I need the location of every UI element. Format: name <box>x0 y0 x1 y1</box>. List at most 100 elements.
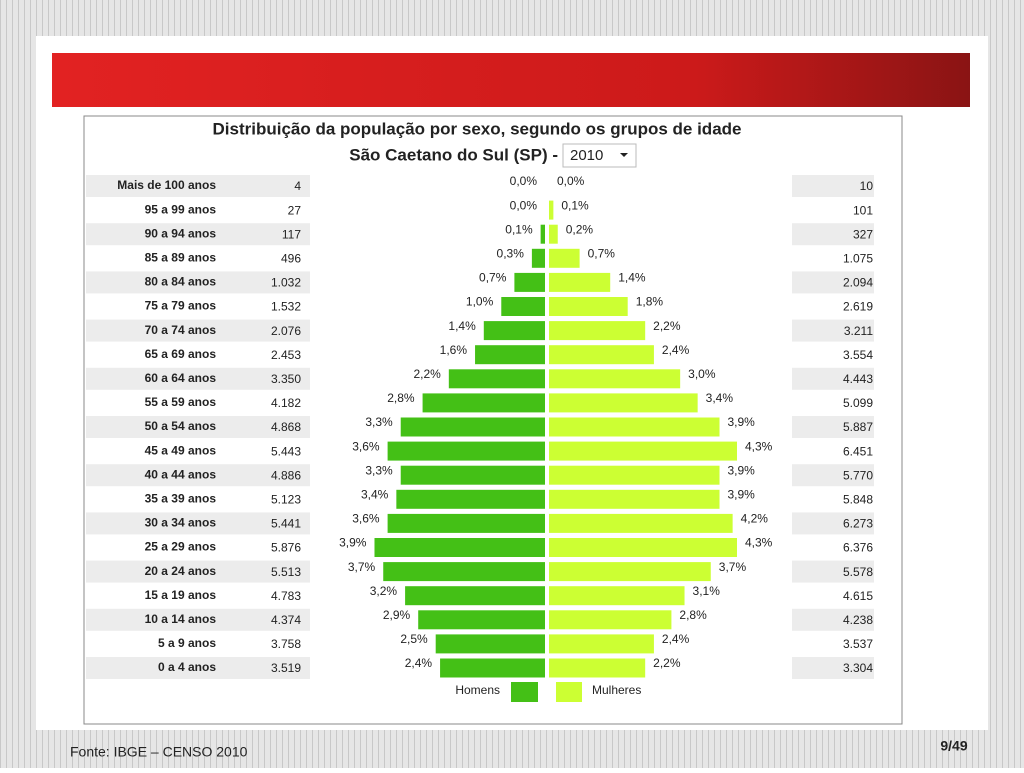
bar-women <box>549 248 580 268</box>
value-label: 1,4% <box>618 271 646 285</box>
count-label: 5.443 <box>271 444 301 458</box>
bar-men <box>475 345 545 365</box>
count-label: 496 <box>281 251 301 265</box>
bar-women <box>549 297 628 316</box>
value-label: 0,2% <box>566 222 594 236</box>
value-label: 3,2% <box>370 584 398 598</box>
bar-men <box>483 321 545 341</box>
count-label: 4.868 <box>271 420 301 434</box>
value-label: 4,3% <box>745 439 773 453</box>
year-value: 2010 <box>570 147 603 164</box>
category-label: 25 a 29 anos <box>145 540 217 554</box>
bar-women <box>549 634 654 654</box>
category-label: 90 a 94 anos <box>145 226 217 240</box>
count-label: 3.519 <box>271 661 301 675</box>
count-label: 5.513 <box>271 565 301 579</box>
legend-swatch <box>556 682 582 702</box>
bar-men <box>383 562 545 582</box>
count-label: 2.453 <box>271 348 301 362</box>
row-band <box>792 223 874 246</box>
value-label: 3,6% <box>352 512 380 526</box>
row-band <box>86 608 310 631</box>
value-label: 0,3% <box>497 246 525 260</box>
count-label: 1.075 <box>843 251 873 265</box>
bar-women <box>549 489 720 509</box>
value-label: 0,7% <box>588 246 616 260</box>
bar-men <box>435 634 545 654</box>
source: Fonte: IBGE – CENSO 2010 <box>70 744 248 760</box>
count-label: 5.887 <box>843 420 873 434</box>
count-label: 4.886 <box>271 468 301 482</box>
count-label: 5.848 <box>843 492 873 506</box>
bar-men <box>405 586 545 606</box>
row-band <box>792 512 874 535</box>
legend-label: Mulheres <box>592 683 641 697</box>
bar-women <box>549 345 654 365</box>
bar-women <box>549 562 711 582</box>
chart-subtitle: São Caetano do Sul (SP) - <box>349 145 558 164</box>
value-label: 0,7% <box>479 271 507 285</box>
row-band <box>792 416 874 438</box>
value-label: 3,6% <box>352 439 380 453</box>
category-label: Mais de 100 anos <box>117 178 216 192</box>
bar-women <box>549 586 685 606</box>
count-label: 6.451 <box>843 444 873 458</box>
value-label: 1,8% <box>636 295 664 309</box>
row-band <box>86 464 310 487</box>
bar-women <box>549 321 646 341</box>
count-label: 101 <box>853 203 873 217</box>
count-label: 4 <box>294 179 301 193</box>
bar-women <box>549 417 720 437</box>
bar-women <box>549 441 737 461</box>
value-label: 3,7% <box>348 560 376 574</box>
category-label: 5 a 9 anos <box>158 636 216 650</box>
value-label: 3,9% <box>728 415 756 429</box>
value-label: 0,0% <box>510 174 538 188</box>
row-band <box>792 608 874 631</box>
value-label: 2,2% <box>653 319 681 333</box>
category-label: 20 a 24 anos <box>145 564 217 578</box>
bar-women <box>549 465 720 485</box>
category-label: 75 a 79 anos <box>145 299 217 313</box>
count-label: 3.758 <box>271 637 301 651</box>
bar-women <box>549 224 558 244</box>
value-label: 3,7% <box>719 560 747 574</box>
row-band <box>792 367 874 390</box>
category-label: 35 a 39 anos <box>145 491 217 505</box>
count-label: 5.876 <box>271 541 301 555</box>
bar-men <box>387 441 545 461</box>
category-label: 95 a 99 anos <box>145 202 217 216</box>
row-band <box>86 512 310 535</box>
value-label: 3,4% <box>361 487 389 501</box>
value-label: 2,5% <box>400 632 428 646</box>
category-label: 0 a 4 anos <box>158 660 216 674</box>
value-label: 2,4% <box>662 632 690 646</box>
count-label: 2.076 <box>271 324 301 338</box>
bar-men <box>374 538 545 557</box>
row-band <box>792 271 874 294</box>
value-label: 0,0% <box>510 198 538 212</box>
count-label: 3.350 <box>271 372 301 386</box>
dropdown-arrow <box>620 153 628 157</box>
category-label: 80 a 84 anos <box>145 275 217 289</box>
row-band <box>792 560 874 583</box>
value-label: 2,8% <box>679 608 707 622</box>
value-label: 0,0% <box>557 174 585 188</box>
bar-men <box>418 610 545 630</box>
count-label: 5.123 <box>271 492 301 506</box>
category-label: 10 a 14 anos <box>145 612 217 626</box>
category-label: 30 a 34 anos <box>145 516 217 530</box>
count-label: 1.032 <box>271 276 301 290</box>
year-dropdown[interactable] <box>562 143 637 168</box>
bar-women <box>549 369 681 389</box>
bar-women <box>549 513 733 533</box>
banner <box>52 53 970 107</box>
count-label: 327 <box>853 227 873 241</box>
legend-label: Homens <box>455 683 500 697</box>
value-label: 3,0% <box>688 367 716 381</box>
count-label: 6.376 <box>843 541 873 555</box>
count-label: 4.783 <box>271 589 301 603</box>
value-label: 4,3% <box>745 536 773 550</box>
bar-men <box>422 393 545 413</box>
